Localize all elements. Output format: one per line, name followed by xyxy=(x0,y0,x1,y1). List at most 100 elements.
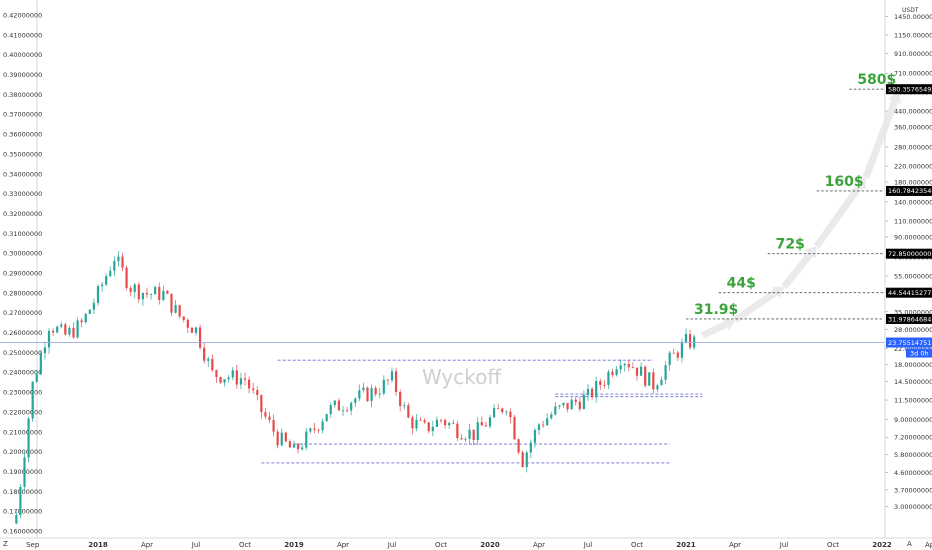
x-tick-label: Apr xyxy=(141,541,153,549)
candle-body xyxy=(292,443,296,448)
candle-body xyxy=(35,374,38,382)
left-tick-label: 0.32000000 xyxy=(3,210,42,218)
candle-body xyxy=(664,365,667,380)
left-tick-label: 0.21000000 xyxy=(3,428,42,436)
candle-body xyxy=(276,431,279,446)
left-tick-label: 0.26000000 xyxy=(3,329,42,337)
left-tick-label: 0.36000000 xyxy=(3,131,42,139)
left-tick-label: 0.27000000 xyxy=(3,309,42,317)
candle-body xyxy=(362,387,365,391)
candle-body xyxy=(631,367,635,369)
left-tick-label: 0.19000000 xyxy=(3,468,42,476)
candle-body xyxy=(574,399,577,402)
x-tick-label: 2022 xyxy=(872,541,892,549)
left-tick-label: 0.38000000 xyxy=(3,91,42,99)
candle-body xyxy=(174,305,177,313)
x-tick-label: Oct xyxy=(239,541,251,549)
candle-body xyxy=(452,422,455,424)
candle-body xyxy=(145,292,149,295)
candle-body xyxy=(472,429,475,440)
candle-body xyxy=(133,284,136,292)
candle-body xyxy=(537,424,541,431)
left-tick-label: 0.40000000 xyxy=(3,51,42,59)
candle-body xyxy=(264,412,267,417)
candle-body xyxy=(529,442,532,453)
candle-body xyxy=(394,371,398,393)
right-tick-label: 9.00000000 xyxy=(894,416,932,424)
candle-body xyxy=(554,406,557,415)
left-tick-label: 0.41000000 xyxy=(3,31,42,39)
candle-body xyxy=(231,370,234,378)
candle-body xyxy=(533,430,537,443)
candle-body xyxy=(595,381,598,398)
candle-body xyxy=(194,327,198,333)
candle-body xyxy=(215,370,218,377)
candle-body xyxy=(652,372,655,390)
x-tick-label: Apr xyxy=(729,541,741,549)
candle-body xyxy=(121,256,124,268)
candle-body xyxy=(313,428,316,430)
candle-body xyxy=(476,422,479,440)
x-tick-label: 2020 xyxy=(480,541,500,549)
projection-arrow xyxy=(781,246,817,289)
candle-body xyxy=(223,379,226,383)
x-axis-ticks: Sep 2018 Apr Jul Oct 2019 Apr Jul Oct 2020 Apr Jul O… xyxy=(26,541,932,549)
left-tick-label: 0.33000000 xyxy=(3,190,42,198)
candle-body xyxy=(100,284,104,287)
candle-body xyxy=(207,358,210,361)
candle-body xyxy=(76,320,79,338)
right-tick-label: 180.00000000 xyxy=(894,178,932,186)
candle-body xyxy=(464,438,467,440)
right-tick-label: 35.00000000 xyxy=(894,308,932,316)
candle-body xyxy=(235,370,238,385)
candle-body xyxy=(407,405,410,418)
candle-body xyxy=(305,431,308,448)
x-tick-label: Apr xyxy=(925,541,932,549)
target-level-badge xyxy=(886,287,932,298)
current-price-value: 23.75514751 xyxy=(888,339,931,347)
candle-body xyxy=(178,305,181,317)
candle-body xyxy=(590,388,594,398)
right-axis-unit: USDT xyxy=(902,7,919,14)
candle-body xyxy=(125,267,128,289)
x-tick-label: Jul xyxy=(191,541,201,549)
candle-body xyxy=(680,341,684,358)
candle-body xyxy=(382,379,385,394)
left-tick-label: 0.42000000 xyxy=(3,12,42,20)
right-tick-label: 7.20000000 xyxy=(894,434,932,442)
candle-body xyxy=(56,326,59,333)
candle-body xyxy=(582,394,586,410)
target-level-value: 31.97864684 xyxy=(888,315,931,323)
candle-body xyxy=(562,402,565,406)
candle-body xyxy=(321,421,324,431)
left-tick-label: 0.23000000 xyxy=(3,389,42,397)
candle-body xyxy=(162,290,165,300)
countdown-badge xyxy=(906,348,932,358)
candle-body xyxy=(570,399,573,410)
target-level-label: 31.9$ xyxy=(694,302,738,318)
candle-body xyxy=(403,405,406,407)
projection-arrow xyxy=(813,177,866,249)
candle-body xyxy=(566,402,569,410)
x-tick-label: Oct xyxy=(435,541,447,549)
right-tick-label: 710.00000000 xyxy=(894,70,932,78)
candle-body xyxy=(550,414,553,419)
x-tick-label: Apr xyxy=(337,541,349,549)
candle-body xyxy=(460,438,463,440)
right-tick-label: 5.80000000 xyxy=(894,451,932,459)
left-tick-label: 0.34000000 xyxy=(3,170,42,178)
candle-body xyxy=(170,293,173,313)
right-tick-label: 28.00000000 xyxy=(894,326,932,334)
footer-left-glyph[interactable]: Z xyxy=(3,540,8,548)
candle-body xyxy=(109,270,112,277)
left-tick-label: 0.16000000 xyxy=(3,528,42,536)
target-level-value: 580.35765492 xyxy=(888,85,932,93)
candle-body xyxy=(227,377,230,380)
projection-arrow xyxy=(862,92,902,179)
footer-right-glyph[interactable]: A xyxy=(907,540,912,548)
candle-body xyxy=(182,316,185,320)
candle-body xyxy=(480,422,483,426)
left-tick-label: 0.31000000 xyxy=(3,230,42,238)
right-tick-label: 280.00000000 xyxy=(894,143,932,151)
right-tick-label: 910.00000000 xyxy=(894,50,932,58)
